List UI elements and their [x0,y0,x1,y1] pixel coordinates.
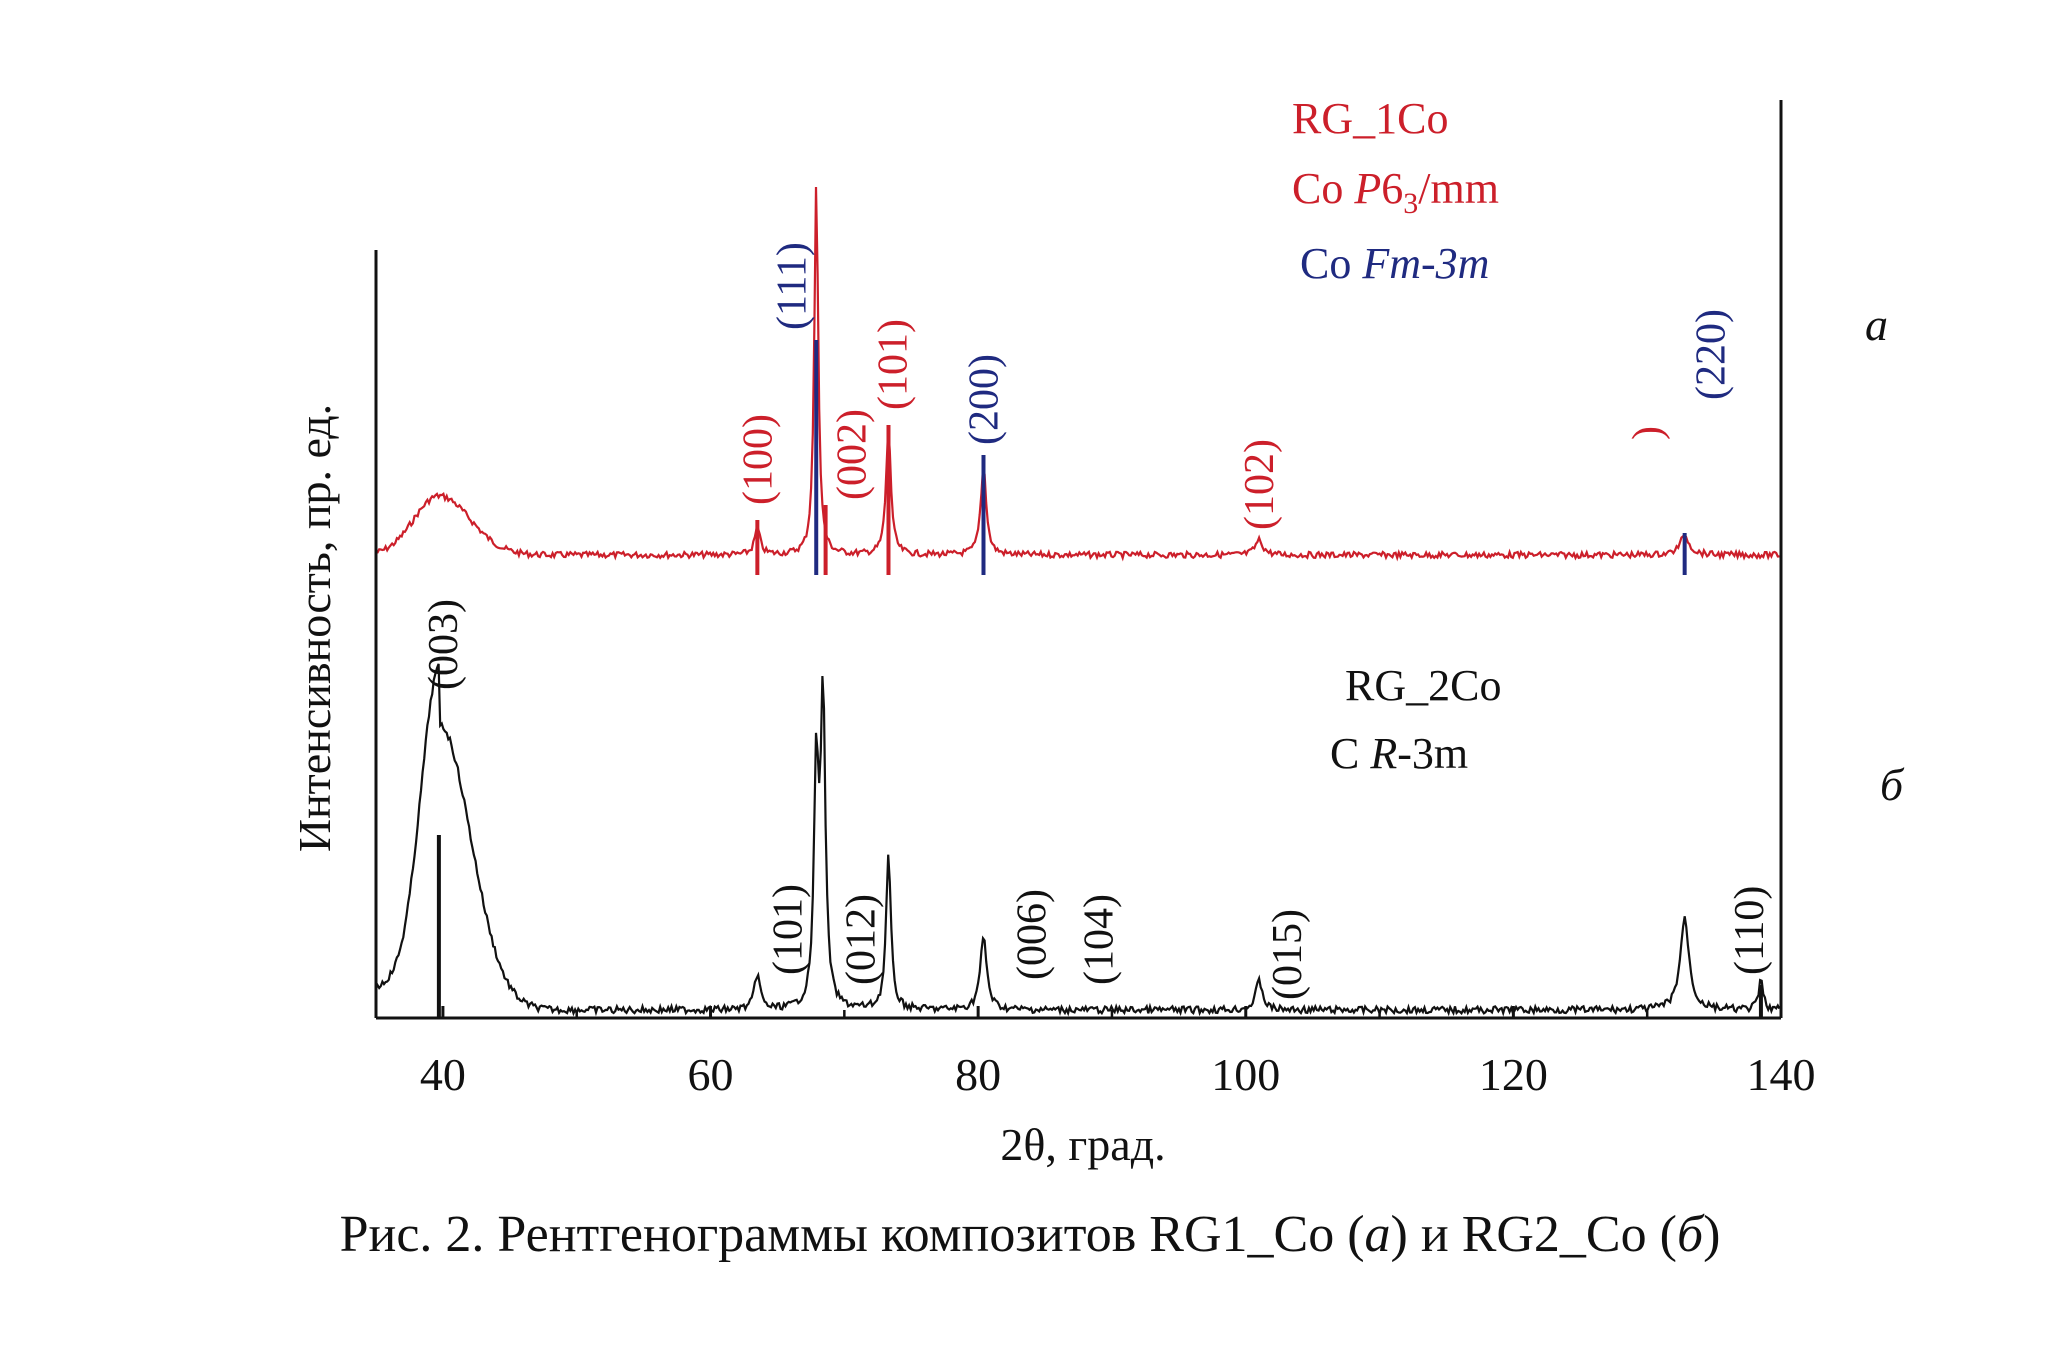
x-tick-label-80: 80 [955,1049,1001,1100]
x-tick-label-60: 60 [688,1049,734,1100]
hkl-label-a-5: (102) [1237,439,1283,530]
panel-label-b: б [1880,759,1905,810]
x-ticks: 40 60 80 100 120 140 [420,1006,1816,1100]
hkl-label-b-3: (006) [1010,889,1056,980]
hkl-label-a-4: (200) [962,354,1008,445]
legend-c-r3m: C R-3m [1330,729,1468,778]
x-tick-label-40: 40 [420,1049,466,1100]
figure-caption: Рис. 2. Рентгенограммы композитов RG1_Co… [339,1206,1721,1263]
legend-co-fcc: Co Fm-3m [1300,239,1489,288]
hkl-label-a-2: (002) [830,409,876,500]
curve-rg-2co [375,663,1781,1017]
diffraction-curves [375,186,1781,1017]
curve-rg-1co [376,186,1780,562]
hkl-labels: (100)(111)(002)(101) (200)(102))(220)(003… [421,242,1773,1000]
x-tick-label-140: 140 [1747,1049,1816,1100]
reference-bars [436,340,1763,1018]
hkl-label-a-0: (100) [735,414,781,505]
hkl-label-b-4: (104) [1077,894,1123,985]
legend-rg1co: RG_1Co [1292,94,1448,143]
hkl-label-a-3: (101) [871,319,917,410]
panel-label-a: а [1865,299,1888,350]
axes [374,100,1783,1020]
legend-bottom: RG_2Co C R-3m [1330,661,1501,778]
y-axis-label: Интенсивность, пр. ед. [289,404,340,852]
x-axis-label: 2θ, град. [1000,1119,1165,1170]
hkl-label-b-6: (110) [1727,886,1773,975]
legend-top: RG_1Co Co P63/mm Co Fm-3m [1292,94,1499,288]
hkl-label-b-5: (015) [1265,909,1311,1000]
x-tick-label-100: 100 [1211,1049,1280,1100]
hkl-label-b-0: (003) [421,599,467,690]
x-tick-label-120: 120 [1479,1049,1548,1100]
hkl-label-a-7: (220) [1689,309,1735,400]
hkl-label-b-2: (012) [838,894,884,985]
hkl-label-b-1: (101) [765,884,811,975]
hkl-label-a-1: (111) [770,242,816,330]
hkl-label-a-6: ) [1625,426,1671,440]
legend-rg2co: RG_2Co [1345,661,1501,710]
legend-co-hcp: Co P63/mm [1292,164,1499,220]
